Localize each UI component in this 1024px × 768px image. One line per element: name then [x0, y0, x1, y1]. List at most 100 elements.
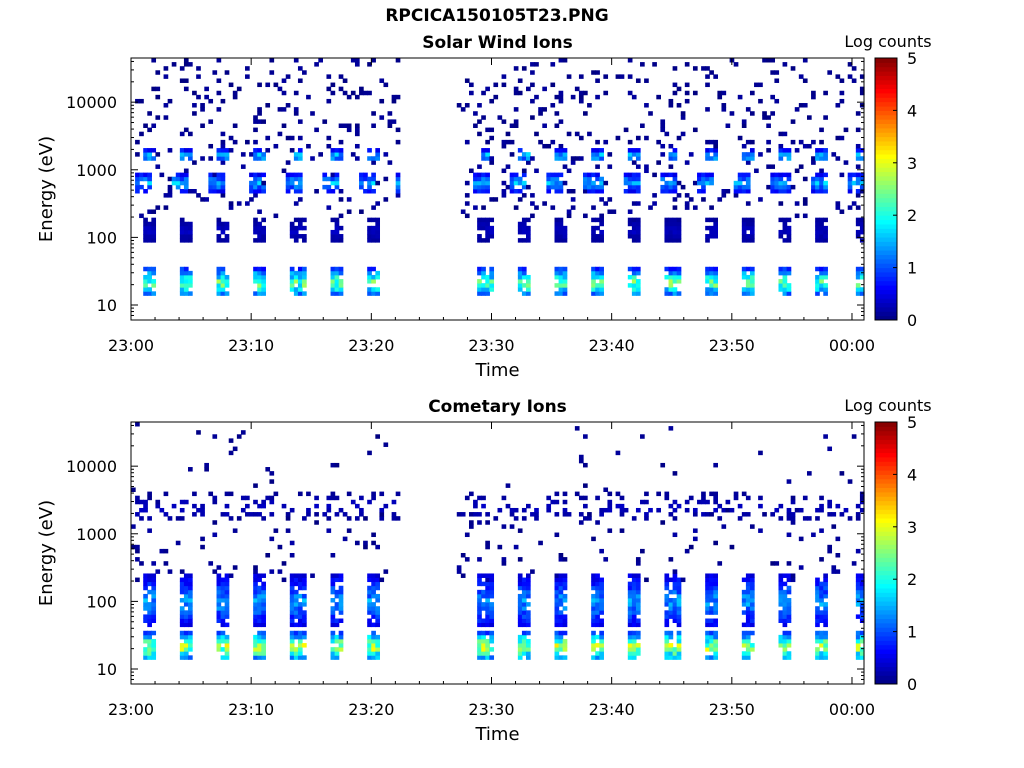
heatmap-cell	[737, 516, 743, 521]
heatmap-cell	[216, 598, 222, 603]
heatmap-cell	[143, 274, 148, 280]
heatmap-cell	[542, 143, 547, 149]
heatmap-cell	[672, 205, 678, 210]
heatmap-cell	[139, 516, 144, 521]
heatmap-cell	[778, 156, 784, 161]
heatmap-cell	[147, 634, 152, 640]
heatmap-cell	[257, 270, 262, 276]
heatmap-cell	[338, 270, 344, 276]
heatmap-cell	[635, 266, 641, 272]
heatmap-cell	[526, 577, 531, 583]
heatmap-cell	[297, 66, 303, 71]
heatmap-cell	[591, 180, 596, 186]
heatmap-cell	[163, 115, 169, 120]
axes-frame	[130, 57, 865, 321]
heatmap-cell	[811, 180, 816, 186]
heatmap-cell	[676, 234, 682, 239]
heatmap-cell	[526, 217, 531, 223]
heatmap-cell	[729, 111, 735, 116]
heatmap-cell	[831, 524, 837, 529]
heatmap-cell	[599, 602, 604, 607]
heatmap-cell	[709, 634, 714, 640]
heatmap-cell	[477, 217, 482, 223]
heatmap-cell	[273, 82, 279, 88]
heatmap-cell	[676, 270, 682, 276]
heatmap-cell	[346, 209, 352, 214]
heatmap-cell	[749, 152, 755, 157]
heatmap-cell	[823, 655, 828, 660]
heatmap-cell	[709, 512, 714, 517]
colorbar-segment	[875, 175, 897, 181]
heatmap-cell	[684, 90, 690, 96]
heatmap-cell	[713, 630, 718, 636]
heatmap-cell	[220, 581, 226, 587]
heatmap-cell	[595, 139, 600, 145]
heatmap-cell	[509, 176, 515, 182]
heatmap-cell	[713, 287, 718, 292]
heatmap-cell	[314, 512, 319, 517]
heatmap-cell	[216, 287, 222, 292]
heatmap-cell	[481, 115, 486, 120]
heatmap-cell	[558, 189, 564, 194]
heatmap-cell	[554, 618, 560, 623]
heatmap-cell	[823, 287, 828, 292]
heatmap-cell	[705, 512, 710, 517]
heatmap-cell	[664, 234, 670, 239]
heatmap-cell	[583, 434, 588, 439]
heatmap-cell	[155, 205, 161, 210]
heatmap-cell	[859, 90, 865, 96]
heatmap-cell	[297, 577, 303, 583]
heatmap-cell	[216, 610, 222, 615]
heatmap-cell	[481, 152, 486, 157]
heatmap-cell	[521, 634, 527, 640]
heatmap-cell	[236, 86, 242, 92]
heatmap-cell	[554, 234, 560, 239]
heatmap-cell	[253, 655, 258, 660]
heatmap-cell	[517, 279, 523, 284]
heatmap-cell	[664, 585, 670, 591]
heatmap-cell	[253, 119, 258, 124]
heatmap-cell	[188, 589, 193, 595]
heatmap-cell	[481, 593, 486, 599]
heatmap-cell	[485, 573, 490, 578]
heatmap-cell	[302, 225, 307, 231]
heatmap-cell	[330, 274, 336, 280]
heatmap-cell	[705, 270, 710, 276]
heatmap-cell	[261, 593, 266, 599]
heatmap-cell	[676, 266, 682, 272]
heatmap-cell	[583, 483, 588, 488]
heatmap-cell	[188, 606, 193, 611]
heatmap-cell	[163, 512, 169, 517]
heatmap-cell	[501, 557, 507, 562]
colorbar-tick-label: 5	[907, 413, 917, 432]
heatmap-cell	[745, 225, 751, 231]
heatmap-cell	[188, 467, 193, 472]
heatmap-cell	[220, 279, 226, 284]
heatmap-cell	[485, 540, 490, 546]
heatmap-cell	[253, 172, 258, 178]
heatmap-cell	[786, 577, 792, 583]
heatmap-cell	[798, 565, 804, 570]
heatmap-cell	[713, 491, 718, 497]
heatmap-cell	[289, 176, 295, 182]
heatmap-cell	[521, 507, 527, 513]
heatmap-cell	[554, 610, 560, 615]
heatmap-cell	[664, 225, 670, 231]
heatmap-cell	[713, 622, 718, 628]
heatmap-cell	[289, 614, 295, 619]
colorbar-segment	[875, 557, 897, 563]
heatmap-cell	[485, 614, 490, 619]
heatmap-cell	[591, 581, 596, 587]
heatmap-cell	[627, 189, 633, 194]
heatmap-cell	[798, 74, 804, 79]
heatmap-cell	[143, 647, 148, 652]
heatmap-cell	[815, 221, 820, 227]
heatmap-cell	[664, 593, 670, 599]
heatmap-cell	[664, 630, 670, 636]
heatmap-cell	[391, 516, 397, 521]
heatmap-cell	[782, 598, 788, 603]
heatmap-cell	[802, 197, 808, 202]
heatmap-cell	[627, 90, 633, 96]
heatmap-cell	[338, 618, 344, 623]
heatmap-cell	[786, 606, 792, 611]
